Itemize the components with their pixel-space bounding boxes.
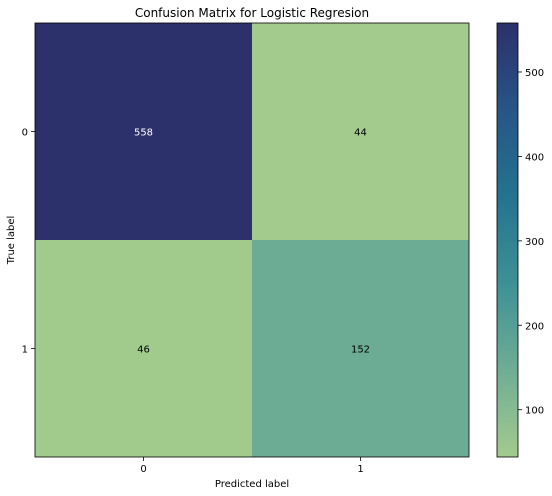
colorbar-tick-label: 300 — [525, 237, 544, 248]
y-axis-ticks: 01 — [22, 128, 35, 356]
colorbar-frame — [496, 22, 519, 458]
colorbar-tick-label: 400 — [525, 152, 544, 163]
heatmap-cell — [252, 23, 469, 240]
heatmap-cell — [35, 23, 252, 240]
cell-value-label: 44 — [354, 128, 367, 139]
y-tick-label: 0 — [22, 128, 28, 139]
cell-value-label: 152 — [351, 345, 370, 356]
chart-title: Confusion Matrix for Logistic Regresion — [135, 6, 369, 20]
cell-value-label: 46 — [137, 345, 150, 356]
colorbar-tick-label: 200 — [525, 321, 544, 332]
colorbar-tick-label: 500 — [525, 68, 544, 79]
x-axis-label: Predicted label — [215, 479, 289, 490]
plot-frame — [34, 22, 470, 458]
colorbar — [497, 23, 518, 457]
heatmap-cell — [252, 240, 469, 457]
cell-value-label: 558 — [134, 128, 153, 139]
y-axis-label: True label — [6, 216, 17, 266]
colorbar-tick-label: 100 — [525, 406, 544, 417]
y-tick-label: 1 — [22, 345, 28, 356]
colorbar-ticks: 100 200 300 400 500 — [518, 68, 544, 417]
x-tick-label: 0 — [140, 464, 146, 475]
x-tick-label: 1 — [357, 464, 363, 475]
heatmap-cells — [35, 23, 469, 457]
heatmap-cell-labels: 558 44 46 152 — [134, 128, 370, 356]
heatmap-cell — [35, 240, 252, 457]
